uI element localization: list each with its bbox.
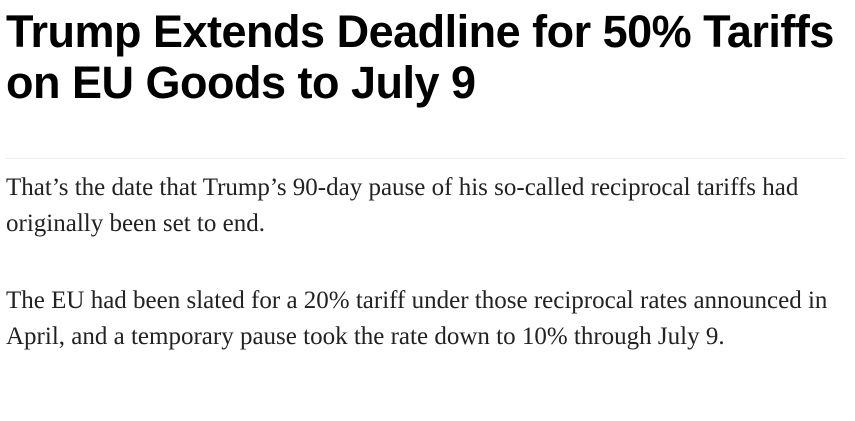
- article-paragraph: That’s the date that Trump’s 90-day paus…: [6, 174, 799, 237]
- article-headline: Trump Extends Deadline for 50% Tariffs o…: [6, 6, 834, 108]
- divider: [6, 158, 846, 159]
- article-paragraph: The EU had been slated for a 20% tariff …: [6, 287, 828, 350]
